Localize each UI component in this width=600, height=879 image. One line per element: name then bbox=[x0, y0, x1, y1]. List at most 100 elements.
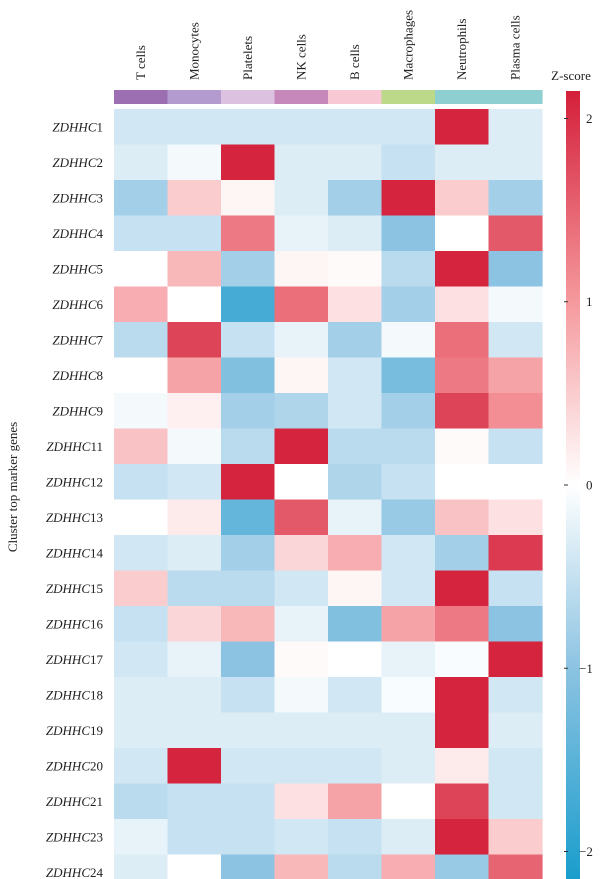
heatmap-cell bbox=[274, 322, 329, 359]
heatmap-cell bbox=[435, 712, 490, 749]
cell-type-color-swatch bbox=[328, 90, 383, 104]
colorbar-tick-label: 2 bbox=[586, 111, 593, 126]
heatmap-cell bbox=[435, 641, 490, 678]
heatmap-cell bbox=[435, 428, 490, 465]
heatmap-cell bbox=[328, 570, 383, 607]
heatmap-cell bbox=[381, 322, 436, 359]
cell-type-color-swatch bbox=[221, 90, 276, 104]
heatmap-cell bbox=[328, 251, 383, 288]
colorbar-title: Z-score bbox=[551, 68, 591, 83]
colorbar-tick-label: 1 bbox=[586, 294, 593, 309]
heatmap-cell bbox=[381, 819, 436, 856]
heatmap-cell bbox=[328, 748, 383, 785]
heatmap-cell bbox=[328, 144, 383, 181]
heatmap-cell bbox=[381, 570, 436, 607]
column-label: B cells bbox=[347, 44, 362, 80]
heatmap-cell bbox=[167, 144, 222, 181]
heatmap-cell bbox=[488, 180, 543, 217]
column-label: Macrophages bbox=[400, 10, 415, 80]
heatmap-cell bbox=[488, 251, 543, 288]
heatmap-cell bbox=[114, 819, 169, 856]
heatmap-cell bbox=[114, 499, 169, 536]
heatmap-cell bbox=[328, 499, 383, 536]
heatmap-cell bbox=[221, 712, 276, 749]
heatmap-cell bbox=[435, 215, 490, 252]
heatmap-cell bbox=[488, 677, 543, 714]
heatmap-cell bbox=[274, 748, 329, 785]
cell-type-color-swatch bbox=[274, 90, 329, 104]
heatmap-cell bbox=[435, 286, 490, 323]
heatmap-cell bbox=[221, 180, 276, 217]
row-label: ZDHHC7 bbox=[52, 332, 103, 347]
row-label: ZDHHC2 bbox=[52, 155, 103, 170]
heatmap-cell bbox=[221, 464, 276, 501]
heatmap-cell bbox=[167, 783, 222, 820]
row-label: ZDHHC24 bbox=[46, 865, 104, 879]
heatmap-cell bbox=[274, 641, 329, 678]
heatmap-cell bbox=[488, 783, 543, 820]
heatmap-cell bbox=[167, 357, 222, 394]
column-label: T cells bbox=[133, 45, 148, 80]
heatmap-cells bbox=[114, 109, 543, 879]
heatmap-cell bbox=[221, 854, 276, 879]
row-label: ZDHHC21 bbox=[46, 794, 103, 809]
heatmap-cell bbox=[435, 748, 490, 785]
column-labels: T cells Monocytes Platelets NK cells B cells… bbox=[133, 10, 523, 80]
heatmap-cell bbox=[381, 464, 436, 501]
row-label: ZDHHC14 bbox=[46, 545, 104, 560]
cell-type-color-swatch bbox=[381, 90, 436, 104]
heatmap-cell bbox=[221, 109, 276, 146]
heatmap-cell bbox=[381, 286, 436, 323]
column-label: Plasma cells bbox=[507, 15, 522, 80]
colorbar-tick-label: 0 bbox=[586, 478, 593, 493]
heatmap-cell bbox=[488, 464, 543, 501]
cell-type-color-bar bbox=[114, 90, 543, 104]
heatmap-cell bbox=[221, 322, 276, 359]
heatmap-cell bbox=[274, 286, 329, 323]
heatmap-cell bbox=[274, 535, 329, 572]
heatmap-cell bbox=[381, 393, 436, 430]
row-label: ZDHHC17 bbox=[46, 652, 104, 667]
heatmap-cell bbox=[274, 677, 329, 714]
heatmap-cell bbox=[274, 144, 329, 181]
heatmap-cell bbox=[274, 854, 329, 879]
cell-type-color-swatch bbox=[167, 90, 222, 104]
heatmap-cell bbox=[274, 215, 329, 252]
row-label: ZDHHC11 bbox=[46, 439, 103, 454]
heatmap-cell bbox=[114, 393, 169, 430]
heatmap-cell bbox=[435, 251, 490, 288]
heatmap-cell bbox=[435, 464, 490, 501]
heatmap-cell bbox=[381, 712, 436, 749]
heatmap-cell bbox=[221, 748, 276, 785]
heatmap-cell bbox=[167, 535, 222, 572]
column-label: Monocytes bbox=[186, 22, 201, 80]
heatmap-cell bbox=[221, 215, 276, 252]
heatmap-cell bbox=[435, 180, 490, 217]
heatmap-cell bbox=[274, 712, 329, 749]
heatmap-cell bbox=[381, 854, 436, 879]
heatmap-cell bbox=[114, 606, 169, 643]
heatmap-cell bbox=[274, 393, 329, 430]
heatmap-cell bbox=[328, 322, 383, 359]
heatmap-cell bbox=[221, 819, 276, 856]
heatmap-cell bbox=[114, 180, 169, 217]
heatmap-cell bbox=[381, 180, 436, 217]
heatmap-cell bbox=[435, 109, 490, 146]
heatmap-cell bbox=[488, 819, 543, 856]
heatmap-cell bbox=[435, 606, 490, 643]
row-label: ZDHHC1 bbox=[52, 119, 103, 134]
heatmap-cell bbox=[114, 464, 169, 501]
heatmap-cell bbox=[274, 783, 329, 820]
heatmap-cell bbox=[435, 144, 490, 181]
heatmap-cell bbox=[114, 748, 169, 785]
row-label: ZDHHC12 bbox=[46, 474, 103, 489]
heatmap-cell bbox=[114, 428, 169, 465]
heatmap-cell bbox=[488, 215, 543, 252]
row-label: ZDHHC6 bbox=[52, 297, 103, 312]
heatmap-cell bbox=[114, 251, 169, 288]
cell-type-color-swatch bbox=[114, 90, 169, 104]
heatmap-cell bbox=[274, 180, 329, 217]
heatmap-cell bbox=[488, 393, 543, 430]
heatmap-cell bbox=[167, 819, 222, 856]
row-label: ZDHHC18 bbox=[46, 687, 103, 702]
